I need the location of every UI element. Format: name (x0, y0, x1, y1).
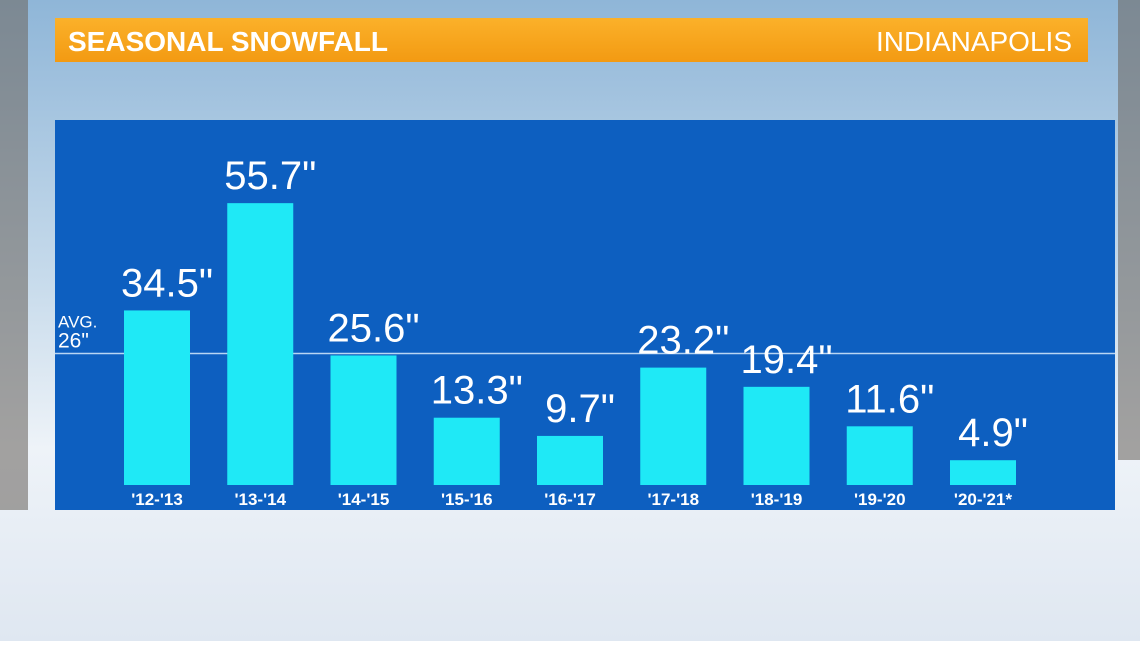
value-label: 19.4" (740, 338, 832, 382)
value-label: 34.5" (121, 261, 213, 305)
bar (537, 435, 603, 485)
bar (227, 203, 294, 485)
bar (950, 460, 1016, 485)
x-tick-label: '19-'20 (854, 490, 906, 509)
x-tick-label: '20-'21* (954, 490, 1013, 509)
average-label: 26" (58, 329, 89, 352)
value-label: 25.6" (327, 306, 419, 350)
bar (640, 367, 707, 485)
value-label: 55.7" (224, 154, 316, 198)
value-label: 4.9" (958, 411, 1028, 455)
x-tick-label: '18-'19 (751, 490, 803, 509)
header-bar (55, 18, 1088, 62)
value-label: 9.7" (545, 387, 615, 431)
x-tick-label: '12-'13 (131, 490, 183, 509)
bar (330, 355, 397, 485)
tree-trunk (0, 0, 28, 510)
bar (433, 417, 500, 485)
value-label: 11.6" (845, 377, 934, 421)
chart-subtitle: INDIANAPOLIS (876, 26, 1072, 57)
bar (124, 310, 190, 485)
value-label: 23.2" (637, 319, 729, 363)
value-label: 13.3" (431, 369, 523, 413)
x-tick-label: '15-'16 (441, 490, 493, 509)
x-tick-label: '16-'17 (544, 490, 596, 509)
x-tick-label: '14-'15 (338, 490, 390, 509)
chart-title: SEASONAL SNOWFALL (68, 26, 388, 57)
x-tick-label: '13-'14 (234, 490, 286, 509)
bar (743, 386, 810, 485)
bar (846, 426, 913, 485)
average-name: AVG. (58, 312, 97, 331)
x-tick-label: '17-'18 (647, 490, 699, 509)
tree-trunk (1118, 0, 1140, 460)
